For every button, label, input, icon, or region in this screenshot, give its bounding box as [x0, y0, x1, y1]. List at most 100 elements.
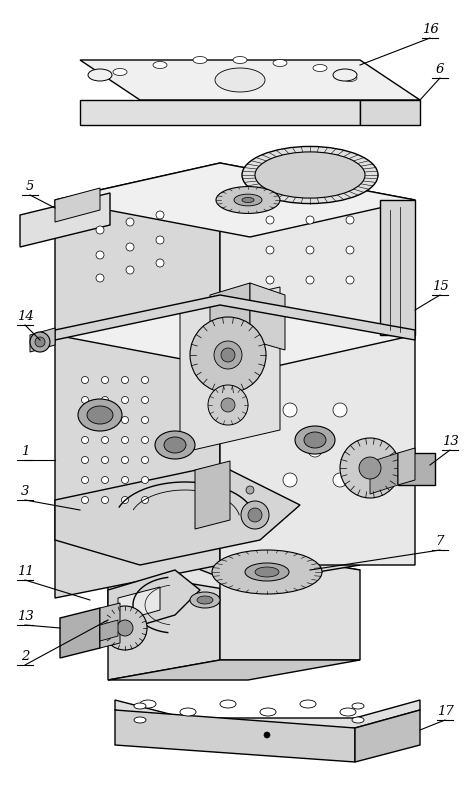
Polygon shape — [108, 547, 220, 680]
Ellipse shape — [78, 399, 122, 431]
Ellipse shape — [87, 406, 113, 424]
Ellipse shape — [300, 700, 316, 708]
Circle shape — [221, 348, 235, 362]
Polygon shape — [220, 298, 415, 565]
Ellipse shape — [153, 62, 167, 69]
Text: 1: 1 — [21, 445, 29, 458]
Ellipse shape — [340, 708, 356, 716]
Circle shape — [30, 332, 50, 352]
Polygon shape — [118, 587, 160, 622]
Polygon shape — [355, 710, 420, 762]
Text: 7: 7 — [436, 535, 444, 548]
Ellipse shape — [234, 194, 262, 206]
Circle shape — [102, 416, 109, 423]
Circle shape — [346, 246, 354, 254]
Circle shape — [122, 377, 129, 383]
Polygon shape — [55, 188, 100, 222]
Circle shape — [141, 437, 148, 443]
Circle shape — [102, 437, 109, 443]
Polygon shape — [108, 547, 360, 593]
Text: 17: 17 — [437, 705, 453, 718]
Ellipse shape — [117, 620, 133, 636]
Polygon shape — [80, 100, 360, 125]
Text: 6: 6 — [436, 63, 444, 76]
Circle shape — [81, 476, 88, 483]
Circle shape — [283, 473, 297, 487]
Circle shape — [122, 397, 129, 404]
Polygon shape — [55, 298, 220, 598]
Polygon shape — [380, 200, 415, 335]
Circle shape — [102, 476, 109, 483]
Circle shape — [141, 496, 148, 503]
Circle shape — [214, 341, 242, 369]
Circle shape — [141, 397, 148, 404]
Circle shape — [141, 457, 148, 464]
Polygon shape — [398, 448, 415, 485]
Circle shape — [208, 385, 248, 425]
Ellipse shape — [103, 606, 147, 650]
Circle shape — [102, 496, 109, 503]
Polygon shape — [108, 570, 200, 635]
Circle shape — [126, 266, 134, 274]
Ellipse shape — [233, 57, 247, 63]
Circle shape — [81, 397, 88, 404]
Ellipse shape — [220, 700, 236, 708]
Circle shape — [141, 416, 148, 423]
Circle shape — [126, 218, 134, 226]
Ellipse shape — [193, 57, 207, 63]
Circle shape — [306, 246, 314, 254]
Text: 16: 16 — [422, 23, 439, 36]
Ellipse shape — [134, 717, 146, 723]
Circle shape — [102, 397, 109, 404]
Ellipse shape — [313, 65, 327, 72]
Circle shape — [306, 276, 314, 284]
Ellipse shape — [197, 596, 213, 604]
Text: 2: 2 — [21, 650, 29, 663]
Polygon shape — [60, 608, 100, 658]
Polygon shape — [108, 660, 360, 680]
Circle shape — [122, 437, 129, 443]
Ellipse shape — [242, 198, 254, 202]
Circle shape — [264, 732, 270, 738]
Polygon shape — [115, 700, 420, 728]
Circle shape — [156, 259, 164, 267]
Circle shape — [308, 443, 322, 457]
Circle shape — [122, 416, 129, 423]
Circle shape — [190, 317, 266, 393]
Circle shape — [102, 457, 109, 464]
Ellipse shape — [216, 186, 280, 213]
Ellipse shape — [340, 438, 400, 498]
Circle shape — [248, 508, 262, 522]
Ellipse shape — [140, 700, 156, 708]
Text: 13: 13 — [442, 435, 458, 448]
Polygon shape — [20, 193, 110, 247]
Circle shape — [333, 403, 347, 417]
Circle shape — [246, 486, 254, 494]
Circle shape — [141, 377, 148, 383]
Polygon shape — [30, 328, 55, 352]
Ellipse shape — [190, 592, 220, 608]
Ellipse shape — [212, 550, 322, 594]
Ellipse shape — [352, 717, 364, 723]
Polygon shape — [250, 283, 285, 350]
Polygon shape — [100, 620, 118, 641]
Circle shape — [266, 246, 274, 254]
Ellipse shape — [245, 563, 289, 581]
Circle shape — [122, 496, 129, 503]
Ellipse shape — [88, 69, 112, 81]
Ellipse shape — [273, 59, 287, 66]
Text: 14: 14 — [17, 310, 33, 323]
Circle shape — [266, 216, 274, 224]
Ellipse shape — [352, 703, 364, 709]
Circle shape — [221, 398, 235, 412]
Ellipse shape — [343, 74, 357, 81]
Polygon shape — [175, 540, 360, 585]
Polygon shape — [100, 603, 120, 648]
Circle shape — [306, 216, 314, 224]
Circle shape — [333, 473, 347, 487]
Polygon shape — [210, 283, 250, 352]
Ellipse shape — [255, 567, 279, 577]
Circle shape — [102, 377, 109, 383]
Circle shape — [81, 416, 88, 423]
Polygon shape — [55, 295, 415, 340]
